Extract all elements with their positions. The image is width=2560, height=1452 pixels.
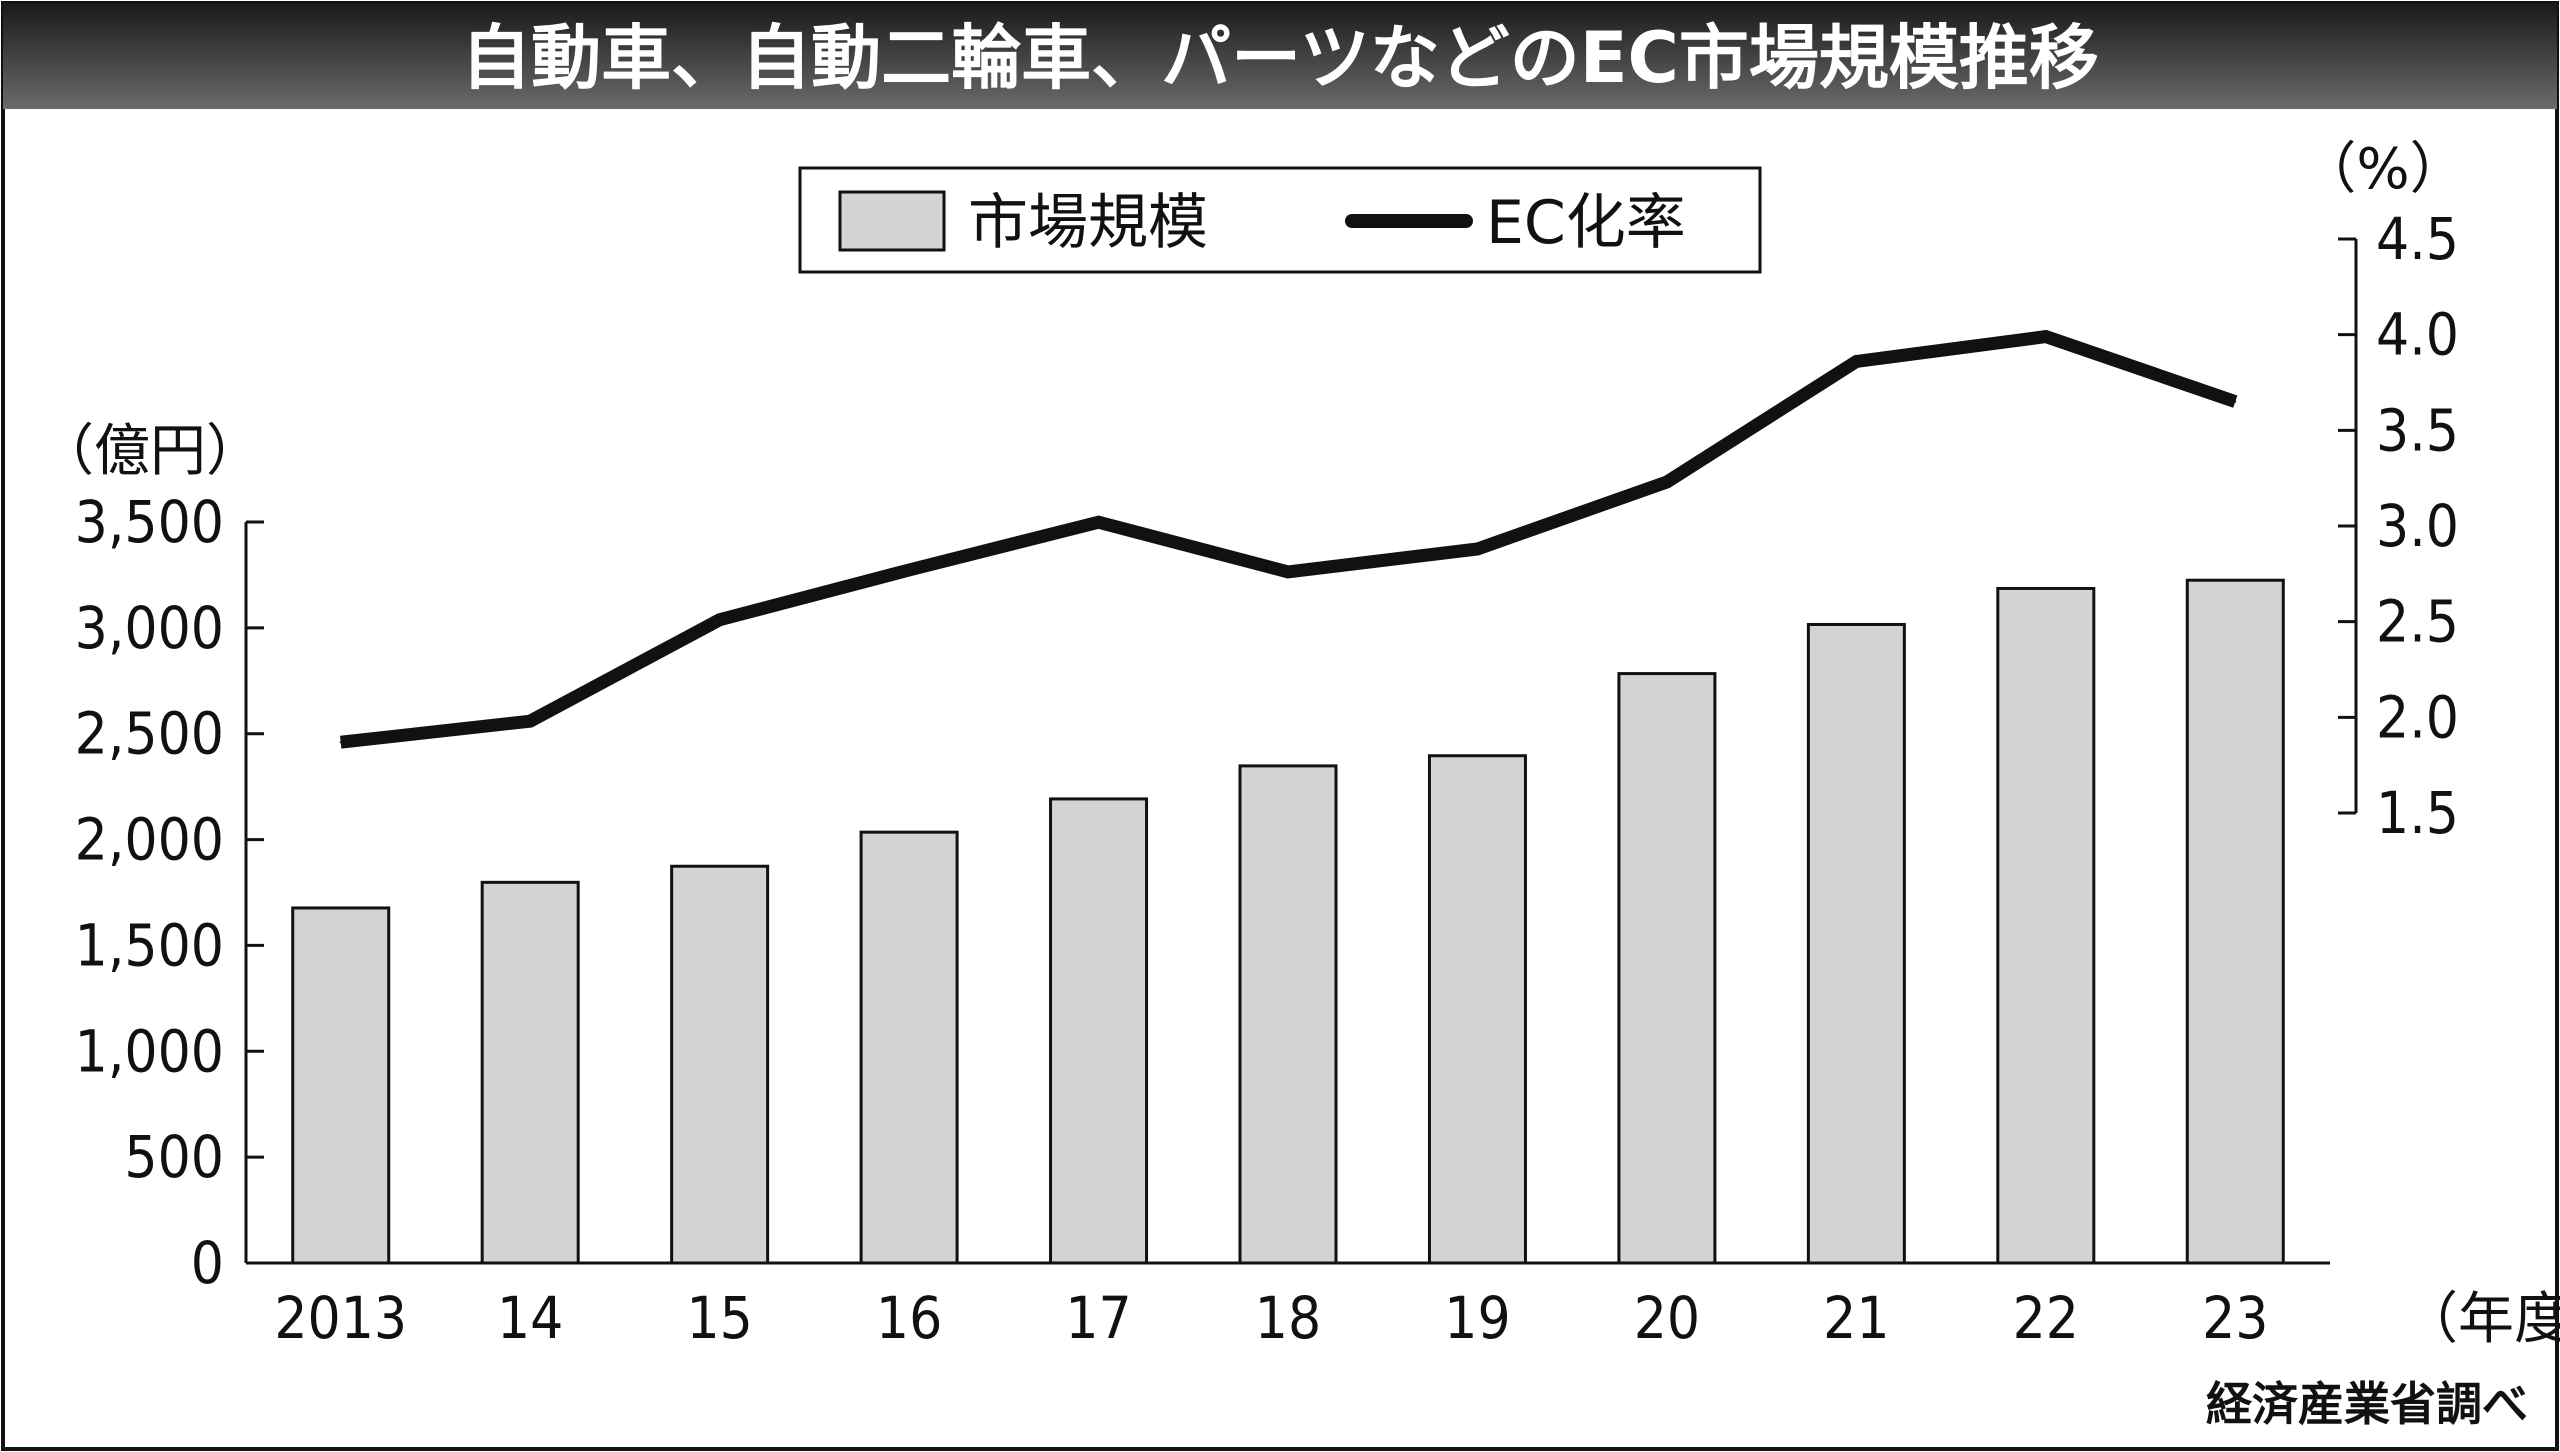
chart-title: 自動車、自動二輪車、パーツなどのEC市場規模推移	[461, 17, 2099, 99]
y-left-tick-label: 1,000	[75, 1017, 224, 1085]
x-tick-label: 2013	[274, 1284, 407, 1352]
x-tick-label: 20	[1634, 1284, 1700, 1352]
bar-market-size	[859, 830, 959, 1265]
y-right-tick-label: 3.0	[2376, 492, 2459, 560]
y-left-tick-label: 2,500	[75, 700, 224, 768]
legend-swatch-market-size	[838, 190, 946, 252]
source-note: 経済産業省調べ	[2206, 1377, 2528, 1431]
bar-market-size	[1238, 764, 1338, 1265]
x-tick-label: 15	[686, 1284, 752, 1352]
bar-market-size	[2185, 578, 2285, 1265]
y-left-tick-label: 500	[124, 1123, 224, 1191]
y-right-axis-label: （%）	[2300, 137, 2465, 202]
y-right-ticks: 1.5 2.0 2.5 3.0 3.5 4.0 4.5	[2338, 205, 2459, 847]
y-left-tick-label: 2,000	[75, 806, 224, 874]
point-ec-rate	[2234, 400, 2237, 403]
y-right-tick-label: 4.0	[2376, 301, 2459, 369]
line-series-ec-rate	[339, 329, 2238, 749]
x-axis-unit: （年度）	[2402, 1287, 2560, 1352]
bar-market-size	[480, 880, 580, 1265]
x-tick-label: 23	[2202, 1284, 2268, 1352]
point-ec-rate	[1287, 570, 1289, 573]
point-ec-rate	[1476, 547, 1479, 550]
legend-label-market-size: 市場規模	[968, 188, 1208, 258]
point-ec-rate	[1097, 521, 1100, 524]
title-band	[3, 3, 2557, 109]
point-ec-rate	[1855, 360, 1858, 363]
legend-label-ec-rate: EC化率	[1486, 188, 1686, 258]
point-ec-rate	[529, 720, 532, 723]
bar-market-size	[1617, 672, 1717, 1265]
x-tick-label: 18	[1255, 1284, 1321, 1352]
point-ec-rate	[718, 618, 721, 621]
point-ec-rate	[339, 741, 342, 744]
point-ec-rate	[2044, 335, 2047, 338]
y-left-ticks: 0 500 1,000 1,500 2,000 2,500 3,000 3,500	[75, 488, 264, 1297]
bar-market-size	[1806, 622, 1906, 1265]
y-right-tick-label: 2.0	[2376, 683, 2459, 751]
legend-box	[798, 166, 1762, 274]
y-right-tick-label: 2.5	[2376, 588, 2459, 656]
y-right-tick-label: 3.5	[2376, 396, 2459, 464]
x-tick-label: 17	[1065, 1284, 1131, 1352]
y-right-tick-label: 4.5	[2376, 205, 2459, 273]
bar-market-size	[1996, 586, 2096, 1265]
y-left-tick-label: 3,500	[75, 488, 224, 556]
y-left-axis-label: （億円）	[38, 419, 262, 484]
y-right-tick-label: 1.5	[2376, 779, 2459, 847]
legend: 市場規模 EC化率	[798, 166, 1762, 274]
y-left-tick-label: 3,000	[75, 594, 224, 662]
x-tick-label: 19	[1444, 1284, 1510, 1352]
bar-market-size	[1427, 754, 1527, 1265]
x-tick-label: 16	[876, 1284, 942, 1352]
x-tick-labels: 2013 14 15 16 17 18 19 20 21 22 23	[274, 1284, 2268, 1352]
bar-series-market-size	[291, 578, 2285, 1265]
point-ec-rate	[1665, 480, 1668, 483]
x-tick-label: 22	[2013, 1284, 2079, 1352]
point-ec-rate	[908, 569, 911, 572]
bar-market-size	[670, 864, 770, 1265]
y-left-tick-label: 1,500	[75, 911, 224, 979]
bar-market-size	[291, 906, 391, 1265]
bar-market-size	[1049, 797, 1149, 1265]
y-left-tick-label: 0	[191, 1229, 224, 1297]
x-tick-label: 21	[1823, 1284, 1889, 1352]
x-tick-label: 14	[497, 1284, 563, 1352]
